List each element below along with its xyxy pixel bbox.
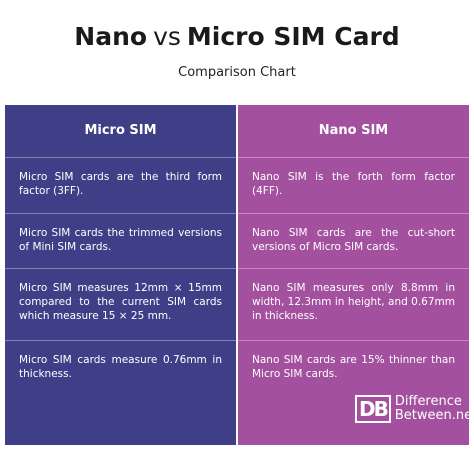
title-part: Micro SIM Card	[186, 22, 400, 51]
table-cell: Nano SIM measures only 8.8mm in width, 1…	[238, 268, 469, 340]
logo-text: Difference Between.net	[395, 395, 474, 423]
logo: DB Difference Between.net	[355, 395, 474, 423]
table-cell: Nano SIM cards are 15% thinner than Micr…	[238, 340, 469, 445]
title-part: Nano	[74, 22, 148, 51]
column-header: Nano SIM	[238, 105, 469, 157]
table-cell: Micro SIM cards measure 0.76mm in thickn…	[5, 340, 236, 445]
table-cell: Micro SIM cards the trimmed versions of …	[5, 213, 236, 268]
logo-line: Difference	[394, 394, 462, 409]
table-cell: Nano SIM is the forth form factor (4FF).	[238, 157, 469, 213]
title-part: vs	[153, 22, 181, 51]
column-header: Micro SIM	[5, 105, 236, 157]
logo-mark: DB	[355, 395, 391, 423]
table-cell: Micro SIM measures 12mm × 15mm compared …	[5, 268, 236, 340]
table-cell: Nano SIM cards are the cut-short version…	[238, 213, 469, 268]
subtitle: Comparison Chart	[178, 65, 296, 80]
title: Nano vs Micro SIM Card	[0, 22, 474, 51]
comparison-table: Micro SIM Nano SIM Micro SIM cards are the…	[5, 105, 469, 445]
logo-line: Between.net	[394, 408, 474, 423]
table-cell: Micro SIM cards are the third form facto…	[5, 157, 236, 213]
